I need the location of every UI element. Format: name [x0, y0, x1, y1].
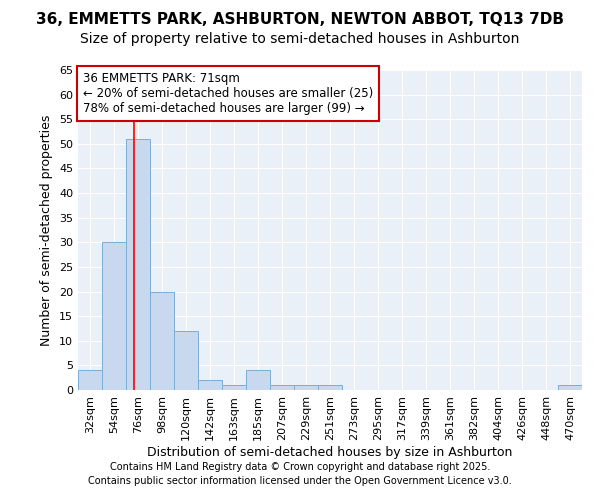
Y-axis label: Number of semi-detached properties: Number of semi-detached properties [40, 114, 53, 346]
Bar [558, 385, 582, 390]
Bar [102, 242, 126, 390]
X-axis label: Distribution of semi-detached houses by size in Ashburton: Distribution of semi-detached houses by … [148, 446, 512, 458]
Bar [270, 385, 294, 390]
Bar [222, 385, 246, 390]
Text: 36 EMMETTS PARK: 71sqm
← 20% of semi-detached houses are smaller (25)
78% of sem: 36 EMMETTS PARK: 71sqm ← 20% of semi-det… [83, 72, 373, 114]
Bar [126, 139, 150, 390]
Bar [294, 385, 318, 390]
Bar [246, 370, 270, 390]
Bar [318, 385, 342, 390]
Text: Contains HM Land Registry data © Crown copyright and database right 2025.: Contains HM Land Registry data © Crown c… [110, 462, 490, 472]
Bar [150, 292, 174, 390]
Bar [78, 370, 102, 390]
Bar [198, 380, 222, 390]
Bar [174, 331, 198, 390]
Text: Contains public sector information licensed under the Open Government Licence v3: Contains public sector information licen… [88, 476, 512, 486]
Text: Size of property relative to semi-detached houses in Ashburton: Size of property relative to semi-detach… [80, 32, 520, 46]
Text: 36, EMMETTS PARK, ASHBURTON, NEWTON ABBOT, TQ13 7DB: 36, EMMETTS PARK, ASHBURTON, NEWTON ABBO… [36, 12, 564, 28]
